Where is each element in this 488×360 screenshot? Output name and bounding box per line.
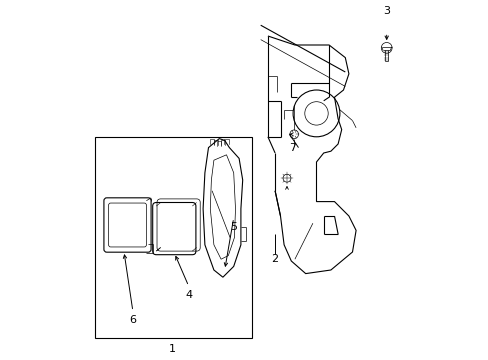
Text: 4: 4 bbox=[185, 290, 192, 300]
Text: 7: 7 bbox=[289, 143, 296, 153]
Text: 1: 1 bbox=[169, 344, 176, 354]
Text: 6: 6 bbox=[129, 315, 136, 325]
Bar bbox=[95, 137, 251, 338]
Text: 5: 5 bbox=[230, 222, 237, 232]
Text: 3: 3 bbox=[383, 6, 389, 16]
Text: 2: 2 bbox=[271, 254, 278, 264]
